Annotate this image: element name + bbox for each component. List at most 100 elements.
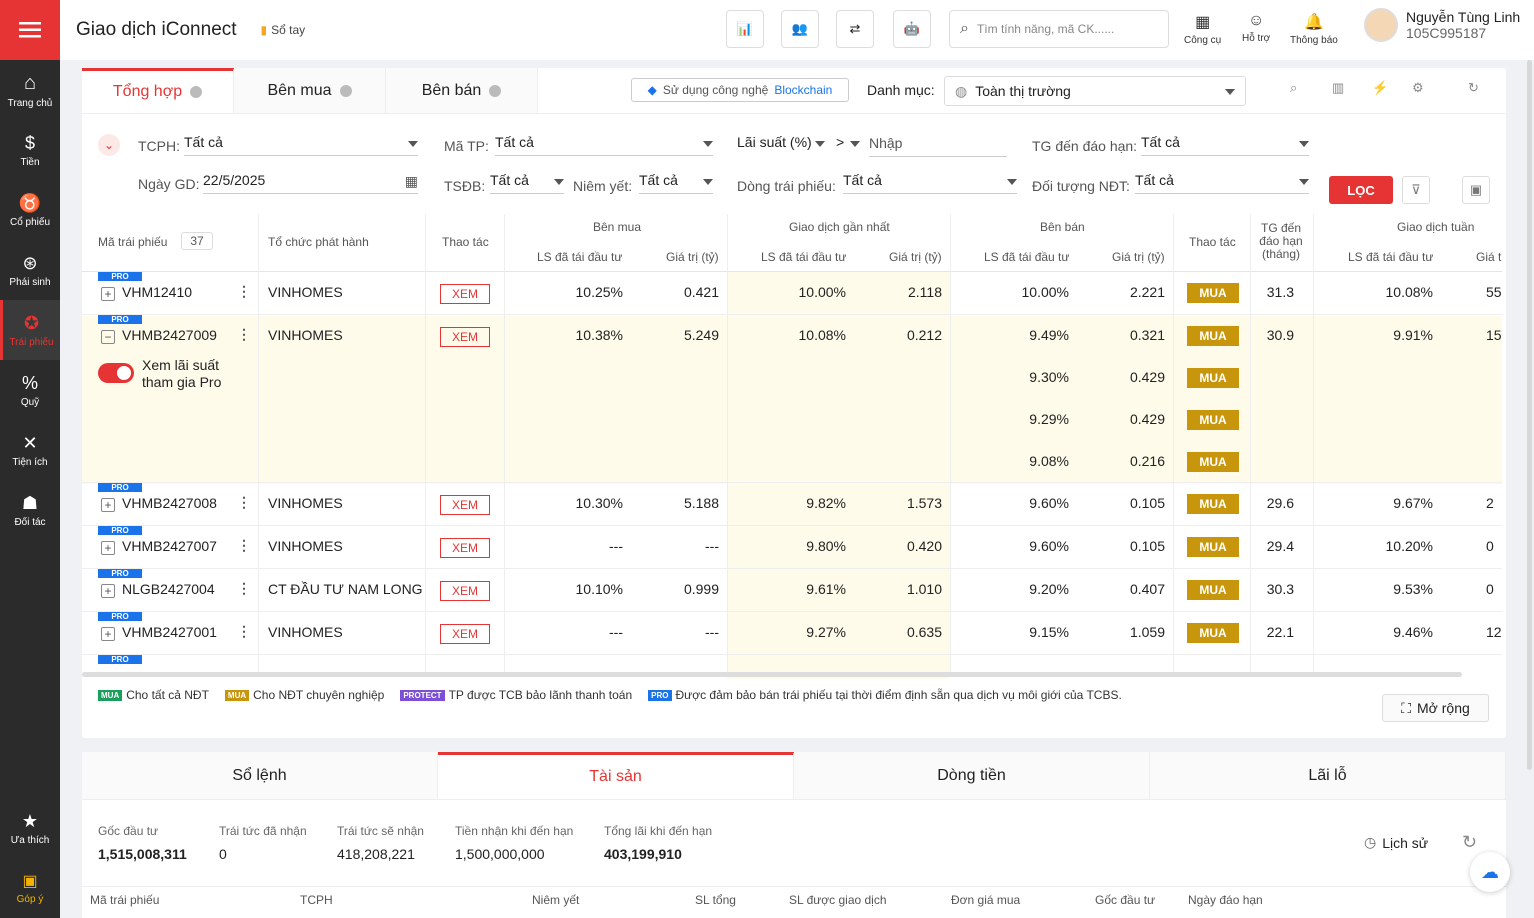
blockchain-badge[interactable]: ◆ Sử dụng công nghệ Blockchain <box>631 78 849 102</box>
support-button[interactable]: ☺ Hỗ trợ <box>1242 12 1271 44</box>
sidebar-item-bonds[interactable]: ✪ Trái phiếu <box>0 300 60 360</box>
more-options-icon[interactable]: ⋮ <box>237 623 251 639</box>
chart-icon[interactable]: ▥ <box>1332 80 1345 95</box>
buy-button[interactable]: MUA <box>1187 537 1239 557</box>
chatbot-icon[interactable]: ☁ <box>1470 852 1510 892</box>
expand-icon[interactable]: + <box>101 627 115 641</box>
maturity-select[interactable]: Tất cả <box>1141 134 1309 156</box>
sidebar-item-money[interactable]: $ Tiền <box>20 132 40 168</box>
collapse-icon[interactable]: ⌄ <box>98 134 120 156</box>
notebook-button[interactable]: ▮ Sổ tay <box>260 23 306 37</box>
trade-date-picker[interactable]: 22/5/2025 ▦ <box>203 172 418 194</box>
vertical-scrollbar[interactable] <box>1527 60 1532 770</box>
view-button[interactable]: XEM <box>440 327 490 347</box>
expand-icon[interactable]: + <box>101 584 115 598</box>
expand-icon[interactable]: + <box>101 287 115 301</box>
expand-icon[interactable]: + <box>101 541 115 555</box>
refresh-icon[interactable]: ↻ <box>1462 832 1478 852</box>
expand-icon[interactable]: + <box>101 498 115 512</box>
view-button[interactable]: XEM <box>440 284 490 304</box>
horizontal-scrollbar[interactable] <box>82 672 1462 677</box>
issuer-select[interactable]: Tất cả <box>184 134 418 156</box>
more-options-icon[interactable]: ⋮ <box>237 494 251 510</box>
months-to-maturity: 29.6 <box>1266 495 1294 511</box>
buy-button[interactable]: MUA <box>1187 452 1239 472</box>
sidebar-item-partners[interactable]: ☗ Đối tác <box>14 492 46 528</box>
view-button[interactable]: XEM <box>440 495 490 515</box>
bond-line-select[interactable]: Tất cả <box>843 172 1017 194</box>
clear-filter-icon[interactable]: ⊽ <box>1402 176 1430 204</box>
flash-icon[interactable]: ⚡ <box>1372 80 1389 95</box>
tab-buy-side[interactable]: Bên mua <box>234 68 386 113</box>
exchange-button[interactable]: ⇄ <box>836 10 874 48</box>
sidebar-item-favorites[interactable]: ★ Ưa thích <box>10 810 50 846</box>
notifications-button[interactable]: 🔔 Thông báo <box>1290 14 1338 46</box>
more-options-icon[interactable]: ⋮ <box>237 283 251 299</box>
sidebar-item-stocks[interactable]: ♉ Cổ phiếu <box>9 192 51 228</box>
more-options-icon[interactable]: ⋮ <box>237 326 251 342</box>
bond-code-select[interactable]: Tất cả <box>495 134 713 156</box>
menu-icon[interactable] <box>0 0 60 60</box>
bond-code[interactable]: VHMB2427001 <box>122 624 217 640</box>
refresh-icon[interactable]: ↻ <box>1468 80 1479 95</box>
collateral-select[interactable]: Tất cả <box>490 172 564 194</box>
sidebar-item-home[interactable]: ⌂ Trang chủ <box>7 71 53 109</box>
operator-select[interactable]: > <box>836 134 860 156</box>
view-button[interactable]: XEM <box>440 624 490 644</box>
filter-button[interactable]: LỌC <box>1329 176 1393 204</box>
tab-summary[interactable]: Tổng hợp <box>82 68 234 113</box>
tab-assets[interactable]: Tài sản <box>438 752 794 799</box>
search-input[interactable]: ⌕ Tìm tính năng, mã CK...... <box>949 10 1169 48</box>
week-rate: 9.67% <box>1393 495 1433 511</box>
last-value: 0.635 <box>906 624 942 640</box>
collapse-icon[interactable]: − <box>101 330 115 344</box>
sidebar-item-feedback[interactable]: ▣ Góp ý <box>16 873 44 905</box>
rate-input[interactable]: Nhập <box>869 135 1007 157</box>
search-icon[interactable]: ⌕ <box>1290 80 1298 95</box>
view-button[interactable]: XEM <box>440 581 490 601</box>
robot-icon: 🤖 <box>903 21 921 36</box>
tab-sell-side[interactable]: Bên bán <box>386 68 538 113</box>
rate-type-select[interactable]: Lãi suất (%) <box>737 134 825 156</box>
investor-type-select[interactable]: Tất cả <box>1135 172 1309 194</box>
user-profile[interactable]: Nguyễn Tùng Linh 105C995187 <box>1364 8 1520 42</box>
community-button[interactable]: 👥 <box>781 10 819 48</box>
gear-icon[interactable]: ⚙ <box>1412 80 1424 95</box>
save-icon[interactable]: ▣ <box>1462 176 1490 204</box>
buy-button[interactable]: MUA <box>1187 410 1239 430</box>
buy-button[interactable]: MUA <box>1187 580 1239 600</box>
tab-order-book[interactable]: Sổ lệnh <box>82 752 438 799</box>
clock-icon: ◷ <box>1364 834 1377 850</box>
view-button[interactable]: XEM <box>440 538 490 558</box>
portfolio-panel: Sổ lệnh Tài sản Dòng tiền Lãi lỗ Gốc đầu… <box>82 752 1510 918</box>
more-options-icon[interactable]: ⋮ <box>237 580 251 596</box>
sidebar-item-derivatives[interactable]: ⊛ Phái sinh <box>9 252 51 288</box>
buy-button[interactable]: MUA <box>1187 623 1239 643</box>
sidebar-item-funds[interactable]: % Quỹ <box>20 372 40 408</box>
buy-button[interactable]: MUA <box>1187 368 1239 388</box>
sidebar-item-utilities[interactable]: ✕ Tiện ích <box>12 432 48 468</box>
listed-select[interactable]: Tất cả <box>639 172 713 194</box>
tab-cashflow[interactable]: Dòng tiền <box>794 752 1150 799</box>
week-value: 0 <box>1486 538 1494 554</box>
bond-code[interactable]: VHMB2427008 <box>122 495 217 511</box>
category-select[interactable]: ◍ Toàn thị trường <box>944 76 1246 106</box>
history-button[interactable]: ◷ Lịch sử <box>1364 834 1429 851</box>
bond-code[interactable]: NLGB2427004 <box>122 581 215 597</box>
more-options-icon[interactable]: ⋮ <box>237 537 251 553</box>
robot-button[interactable]: 🤖 <box>893 10 931 48</box>
last-value: 1.573 <box>906 495 942 511</box>
bond-code[interactable]: VHMB2427009 <box>122 327 217 343</box>
pro-rate-toggle[interactable] <box>98 363 134 383</box>
tab-profit-loss[interactable]: Lãi lỗ <box>1150 752 1506 799</box>
coupon-upcoming-value: 418,208,221 <box>337 846 415 862</box>
buy-button[interactable]: MUA <box>1187 494 1239 514</box>
expand-button[interactable]: ⛶ Mở rộng <box>1382 694 1489 722</box>
buy-button[interactable]: MUA <box>1187 326 1239 346</box>
sell-rate: 9.29% <box>1029 411 1069 427</box>
tools-button[interactable]: ▦ Công cụ <box>1184 14 1222 46</box>
market-chart-button[interactable]: 📊 <box>726 10 764 48</box>
buy-button[interactable]: MUA <box>1187 283 1239 303</box>
bond-code[interactable]: VHMB2427007 <box>122 538 217 554</box>
bond-code[interactable]: VHM12410 <box>122 284 193 300</box>
